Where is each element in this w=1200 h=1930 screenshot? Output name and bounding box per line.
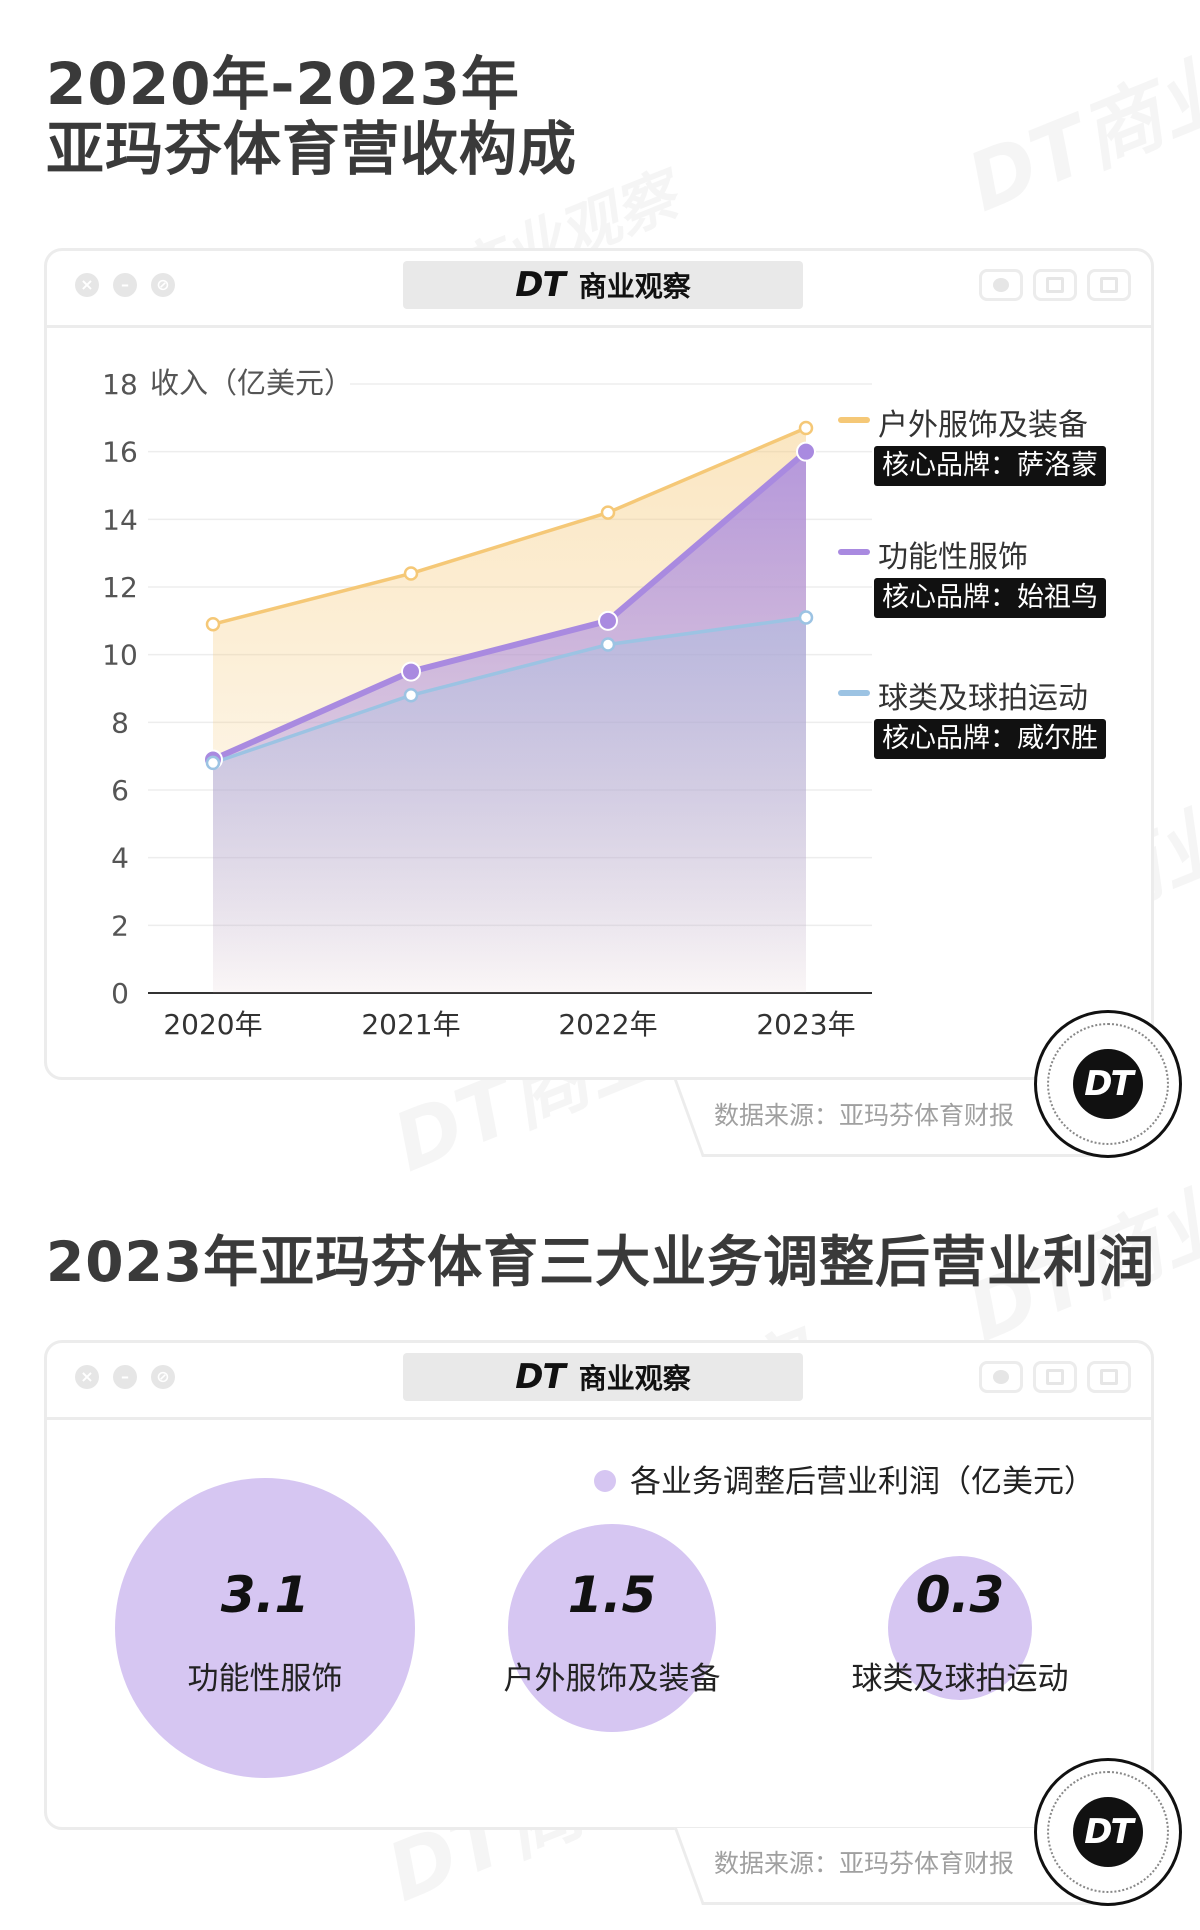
y-tick-label: 14	[102, 503, 138, 536]
y-tick-label: 2	[111, 909, 129, 942]
brand-name: 商业观察	[578, 270, 691, 303]
series-functional-line	[211, 449, 808, 763]
legend-dot-icon	[594, 1469, 616, 1492]
dt-logo-text: DT	[1073, 1049, 1143, 1119]
record-icon[interactable]	[979, 1361, 1023, 1393]
series-functional-point	[796, 441, 816, 462]
series-functional-point	[598, 610, 618, 631]
legend-name: 功能性服饰	[878, 540, 1028, 575]
brand-dt-logo: DT	[515, 265, 565, 305]
bubble-outdoor	[507, 1523, 717, 1733]
brand-dt-logo: DT	[515, 1357, 565, 1397]
block-icon[interactable]: ⊘	[151, 1365, 175, 1389]
brand-banner: DT 商业观察	[403, 1353, 803, 1401]
series-ball-line	[212, 615, 807, 765]
y-tick-label: 4	[111, 842, 129, 875]
record-icon[interactable]	[979, 269, 1023, 301]
x-tick-label: 2022年	[558, 1008, 657, 1041]
series-functional-point	[401, 661, 421, 682]
series-outdoor-point	[600, 505, 616, 520]
dt-logo-text: DT	[1073, 1797, 1143, 1867]
brand-name: 商业观察	[578, 1362, 691, 1395]
legend-swatch	[838, 417, 870, 423]
series-ball-point	[403, 688, 419, 703]
x-tick-label: 2020年	[163, 1008, 262, 1041]
legend-name: 户外服饰及装备	[878, 408, 1088, 443]
y-tick-label: 12	[102, 571, 138, 604]
section2-title: 2023年亚玛芬体育三大业务调整后营业利润	[46, 1230, 1156, 1294]
bubble-category-label: 球类及球拍运动	[851, 1661, 1069, 1697]
bubble-category-label: 功能性服饰	[187, 1661, 343, 1697]
series-outdoor-point	[205, 616, 221, 632]
section1-title-line1: 2020年-2023年	[46, 50, 520, 118]
x-tick-label: 2023年	[756, 1008, 855, 1041]
copy-icon[interactable]	[1087, 269, 1131, 301]
legend-swatch	[838, 690, 870, 696]
series-ball-point	[600, 637, 616, 652]
bubble-ball	[887, 1555, 1033, 1701]
bubble-functional	[115, 1478, 415, 1778]
y-tick-label: 0	[111, 977, 129, 1010]
revenue-line-chart: 0 2 4 6 8 10 12 14 16 18 2020年 2021年 2022年 2023年 收入（亿…	[102, 366, 872, 1041]
legend-brand: 核心品牌：威尔胜	[874, 719, 1106, 759]
panel-titlebar: × – ⊘ DT 商业观察	[47, 1343, 1151, 1420]
legend-swatch	[838, 549, 870, 555]
minimize-icon[interactable]: –	[113, 1365, 137, 1389]
bubble-legend: 各业务调整后营业利润（亿美元）	[594, 1456, 1095, 1501]
y-tick-label: 6	[111, 774, 129, 807]
series-ball-point	[205, 755, 221, 771]
bubble-value: 3.1	[220, 1566, 310, 1624]
section1-title: 2020年-2023年 亚玛芬体育营收构成	[46, 52, 577, 182]
bubble-value: 0.3	[915, 1566, 1005, 1624]
bubble-category-label: 户外服饰及装备	[503, 1661, 721, 1697]
x-tick-label: 2021年	[361, 1008, 460, 1041]
section1-title-line2: 亚玛芬体育营收构成	[46, 114, 578, 183]
series-ball-area	[213, 617, 806, 993]
legend-brand: 核心品牌：始祖鸟	[874, 578, 1106, 618]
data-source: 数据来源：亚玛芬体育财报	[714, 1101, 1015, 1130]
home-icon[interactable]	[1033, 269, 1077, 301]
close-icon[interactable]: ×	[75, 1365, 99, 1389]
y-tick-label: 8	[111, 706, 129, 739]
bubble-legend-text: 各业务调整后营业利润（亿美元）	[630, 1464, 1095, 1500]
panel-titlebar: × – ⊘ DT 商业观察	[47, 251, 1151, 328]
series-outdoor-point	[403, 566, 419, 581]
dt-logo-badge: DT	[1034, 1758, 1182, 1906]
y-tick-label: 10	[102, 639, 138, 672]
series-outdoor-line	[212, 426, 807, 626]
bubble-value: 1.5	[567, 1566, 657, 1624]
series-outdoor-point	[798, 420, 814, 436]
minimize-icon[interactable]: –	[113, 273, 137, 297]
legend-brand: 核心品牌：萨洛蒙	[874, 446, 1106, 486]
block-icon[interactable]: ⊘	[151, 273, 175, 297]
series-ball-point	[798, 610, 814, 625]
y-tick-label: 18	[102, 368, 138, 401]
home-icon[interactable]	[1033, 1361, 1077, 1393]
legend-name: 球类及球拍运动	[878, 681, 1088, 716]
close-icon[interactable]: ×	[75, 273, 99, 297]
data-source: 数据来源：亚玛芬体育财报	[714, 1849, 1015, 1878]
copy-icon[interactable]	[1087, 1361, 1131, 1393]
brand-banner: DT 商业观察	[403, 261, 803, 309]
dt-logo-badge: DT	[1034, 1010, 1182, 1158]
y-tick-label: 16	[102, 436, 138, 469]
y-axis-label: 收入（亿美元）	[150, 366, 353, 400]
